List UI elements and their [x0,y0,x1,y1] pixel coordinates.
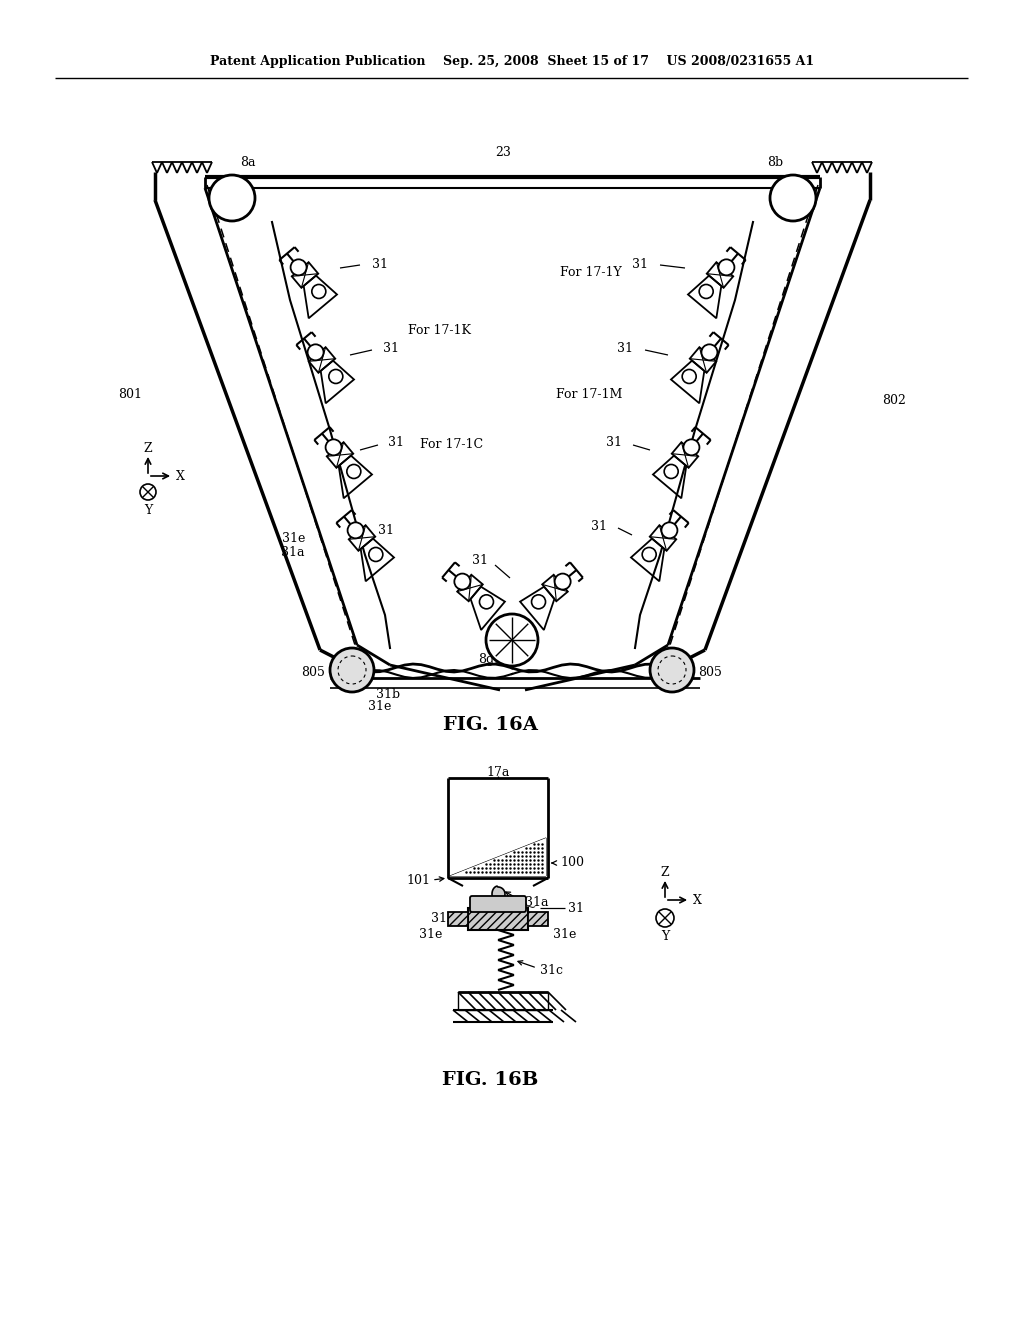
Circle shape [312,285,326,298]
Circle shape [701,345,718,360]
Polygon shape [457,574,482,601]
Text: 31a: 31a [525,895,549,908]
Circle shape [650,648,694,692]
Text: 31: 31 [632,259,648,272]
Text: For 17-1Y: For 17-1Y [560,265,622,279]
Polygon shape [292,263,318,288]
Polygon shape [449,912,468,927]
Text: 805: 805 [301,665,325,678]
Polygon shape [349,525,375,550]
Text: 31e: 31e [419,928,442,940]
Text: 100: 100 [560,857,584,870]
Polygon shape [650,525,676,550]
Text: Y: Y [144,503,153,516]
Text: 31: 31 [388,437,404,450]
Text: 31e: 31e [369,700,392,713]
Text: X: X [175,470,184,483]
Polygon shape [468,908,528,931]
Text: 31: 31 [372,259,388,272]
Circle shape [291,259,306,276]
Polygon shape [690,347,716,372]
Text: 31c: 31c [540,964,563,977]
Circle shape [665,465,678,478]
Text: Z: Z [143,442,153,455]
Circle shape [555,574,570,590]
Circle shape [140,484,156,500]
Text: X: X [692,894,701,907]
Circle shape [682,370,696,384]
Text: 801: 801 [118,388,142,401]
Text: 31: 31 [378,524,394,536]
Text: 802: 802 [882,393,906,407]
Text: 8b: 8b [767,157,783,169]
Polygon shape [492,886,505,902]
Text: 8a: 8a [241,157,256,169]
Circle shape [347,523,364,539]
Polygon shape [450,838,546,876]
Text: 17a: 17a [486,766,510,779]
Text: 31: 31 [606,437,622,450]
Circle shape [642,548,656,561]
FancyBboxPatch shape [470,896,526,912]
Polygon shape [528,912,548,927]
Text: For 17-1K: For 17-1K [408,323,471,337]
Circle shape [486,614,538,667]
Circle shape [699,285,713,298]
Text: Patent Application Publication    Sep. 25, 2008  Sheet 15 of 17    US 2008/02316: Patent Application Publication Sep. 25, … [210,55,814,69]
Text: FIG. 16A: FIG. 16A [442,715,538,734]
Circle shape [683,440,699,455]
Polygon shape [327,442,353,467]
Text: For 17-1M: For 17-1M [556,388,623,401]
Circle shape [719,259,734,276]
Circle shape [656,909,674,927]
Text: Z: Z [660,866,670,879]
Text: 23: 23 [495,147,511,160]
Polygon shape [309,347,335,372]
Text: For 17-1C: For 17-1C [420,438,483,451]
Text: 31: 31 [591,520,607,532]
Polygon shape [707,263,733,288]
Circle shape [662,523,678,539]
Text: FIG. 16B: FIG. 16B [441,1071,539,1089]
Circle shape [770,176,816,220]
Circle shape [307,345,324,360]
Circle shape [330,648,374,692]
Text: 31: 31 [568,902,584,915]
Text: 31: 31 [617,342,633,355]
Polygon shape [542,574,568,601]
Text: 31: 31 [383,342,399,355]
Text: 31e: 31e [282,532,305,544]
Text: 8g,8h: 8g,8h [478,653,514,667]
Text: 31e: 31e [553,928,577,940]
Circle shape [209,176,255,220]
Circle shape [531,595,546,609]
Text: 31: 31 [472,553,488,566]
Circle shape [369,548,383,561]
Polygon shape [672,442,698,467]
Polygon shape [450,838,546,876]
Text: Y: Y [660,929,669,942]
Circle shape [479,595,494,609]
Text: ~: ~ [524,902,536,915]
Circle shape [455,574,470,590]
Text: 101: 101 [406,874,430,887]
Text: 31a: 31a [282,546,305,560]
Text: 31b: 31b [376,689,400,701]
Circle shape [347,465,360,478]
Circle shape [326,440,342,455]
Text: 805: 805 [698,665,722,678]
Text: 31b: 31b [431,912,455,924]
Circle shape [329,370,343,384]
